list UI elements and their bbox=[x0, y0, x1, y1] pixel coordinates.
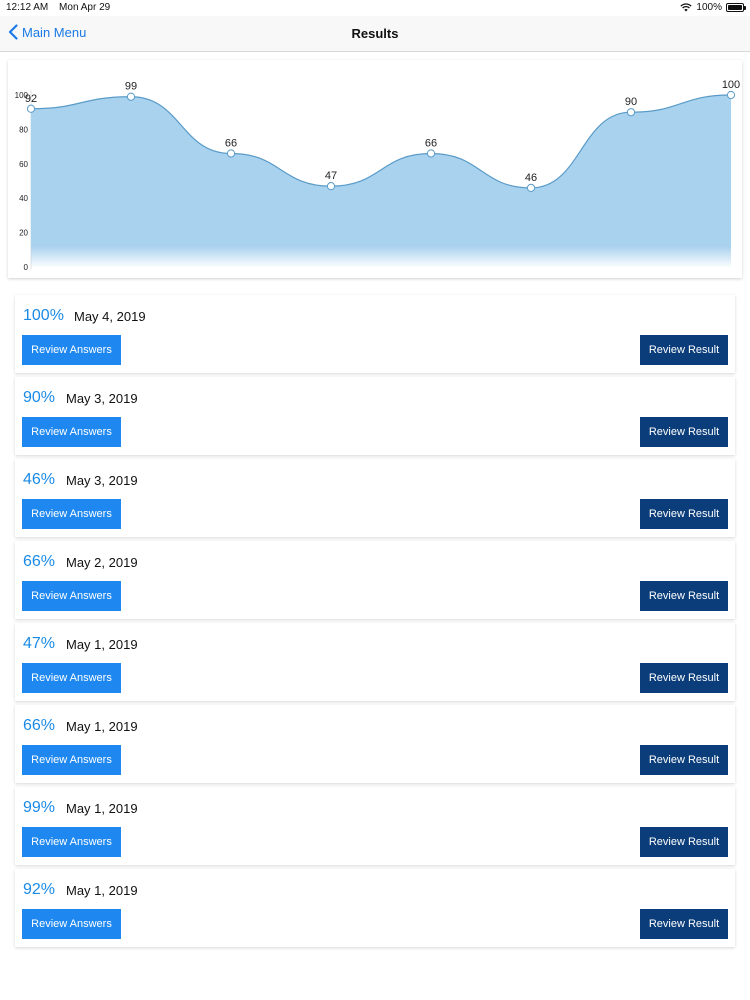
result-card: 46% May 3, 2019 Review Answers Review Resul… bbox=[15, 459, 735, 537]
chevron-left-icon bbox=[8, 24, 18, 40]
data-point-7 bbox=[726, 90, 736, 100]
data-point-5 bbox=[526, 183, 536, 192]
series-line bbox=[30, 94, 732, 189]
status-left: 12:12 AM Mon Apr 29 bbox=[6, 2, 118, 13]
data-label-5: 46 bbox=[525, 172, 537, 184]
results-chart: 0 20 40 60 80 100 92 99 66 47 66 46 90 100 bbox=[8, 60, 742, 278]
data-label-2: 66 bbox=[225, 137, 237, 149]
review-answers-button[interactable]: Review Answers bbox=[22, 417, 121, 447]
y-tick-label-100: 100 bbox=[15, 91, 29, 100]
review-answers-button[interactable]: Review Answers bbox=[22, 499, 121, 529]
result-score: 47% bbox=[23, 635, 56, 652]
result-date: May 1, 2019 bbox=[66, 883, 138, 898]
result-date: May 3, 2019 bbox=[66, 391, 138, 406]
review-result-button[interactable]: Review Result bbox=[640, 827, 728, 857]
review-result-button[interactable]: Review Result bbox=[640, 499, 728, 529]
result-score: 66% bbox=[23, 717, 56, 734]
result-score: 92% bbox=[23, 881, 56, 898]
page-title: Results bbox=[351, 26, 399, 41]
result-date: May 4, 2019 bbox=[74, 309, 146, 324]
result-date: May 1, 2019 bbox=[66, 801, 138, 816]
result-score: 100% bbox=[23, 307, 64, 324]
result-date: May 1, 2019 bbox=[66, 637, 138, 652]
result-score: 66% bbox=[23, 553, 56, 570]
review-answers-button[interactable]: Review Answers bbox=[22, 827, 121, 857]
review-result-button[interactable]: Review Result bbox=[640, 581, 728, 611]
data-point-0 bbox=[26, 104, 36, 113]
y-tick-label-0: 0 bbox=[24, 263, 29, 272]
wifi-icon bbox=[680, 3, 693, 12]
result-card: 92% May 1, 2019 Review Answers Review Resul… bbox=[15, 869, 735, 947]
result-date: May 3, 2019 bbox=[66, 473, 138, 488]
result-date: May 1, 2019 bbox=[66, 719, 138, 734]
y-tick-label-20: 20 bbox=[19, 229, 28, 238]
data-point-2 bbox=[226, 149, 236, 158]
review-result-button[interactable]: Review Result bbox=[640, 663, 728, 693]
status-time: 12:12 AM bbox=[6, 2, 49, 13]
battery-percent: 100% bbox=[696, 2, 722, 13]
y-tick-label-60: 60 bbox=[19, 160, 28, 169]
status-bar: 12:12 AM Mon Apr 29 100% bbox=[0, 0, 750, 16]
result-card: 66% May 2, 2019 Review Answers Review Resul… bbox=[15, 541, 735, 619]
data-label-3: 47 bbox=[325, 170, 337, 182]
review-answers-button[interactable]: Review Answers bbox=[22, 581, 121, 611]
back-button-label: Main Menu bbox=[22, 24, 87, 40]
battery-icon bbox=[726, 3, 746, 12]
result-card: 100% May 4, 2019 Review Answers Review Resu… bbox=[15, 295, 735, 373]
data-point-4 bbox=[426, 149, 436, 158]
review-result-button[interactable]: Review Result bbox=[640, 417, 728, 447]
data-point-3 bbox=[326, 182, 336, 191]
data-label-0: 92 bbox=[25, 93, 37, 105]
result-score: 99% bbox=[23, 799, 56, 816]
data-point-6 bbox=[626, 108, 636, 117]
result-card: 47% May 1, 2019 Review Answers Review Resul… bbox=[15, 623, 735, 701]
result-score: 90% bbox=[23, 389, 56, 406]
review-result-button[interactable]: Review Result bbox=[640, 745, 728, 775]
status-date: Mon Apr 29 bbox=[59, 2, 111, 13]
y-tick-label-80: 80 bbox=[19, 125, 28, 134]
review-result-button[interactable]: Review Result bbox=[640, 335, 728, 365]
y-tick-label-40: 40 bbox=[19, 194, 28, 203]
series-area bbox=[31, 95, 731, 267]
review-answers-button[interactable]: Review Answers bbox=[22, 663, 121, 693]
result-date: May 2, 2019 bbox=[66, 555, 138, 570]
result-card: 99% May 1, 2019 Review Answers Review Resul… bbox=[15, 787, 735, 865]
data-label-7: 100 bbox=[722, 79, 740, 91]
data-label-1: 99 bbox=[125, 81, 137, 93]
results-list: 100% May 4, 2019 Review Answers Review Resu… bbox=[15, 295, 735, 951]
back-button[interactable]: Main Menu bbox=[8, 24, 86, 40]
data-label-4: 66 bbox=[425, 137, 437, 149]
result-score: 46% bbox=[23, 471, 56, 488]
review-answers-button[interactable]: Review Answers bbox=[22, 745, 121, 775]
data-point-1 bbox=[126, 92, 136, 101]
review-result-button[interactable]: Review Result bbox=[640, 909, 728, 939]
review-answers-button[interactable]: Review Answers bbox=[22, 909, 121, 939]
navigation-bar: Main Menu Results bbox=[0, 16, 750, 52]
result-card: 66% May 1, 2019 Review Answers Review Resul… bbox=[15, 705, 735, 783]
result-card: 90% May 3, 2019 Review Answers Review Resul… bbox=[15, 377, 735, 455]
status-right: 100% bbox=[680, 2, 746, 13]
data-label-6: 90 bbox=[625, 96, 637, 108]
review-answers-button[interactable]: Review Answers bbox=[22, 335, 121, 365]
